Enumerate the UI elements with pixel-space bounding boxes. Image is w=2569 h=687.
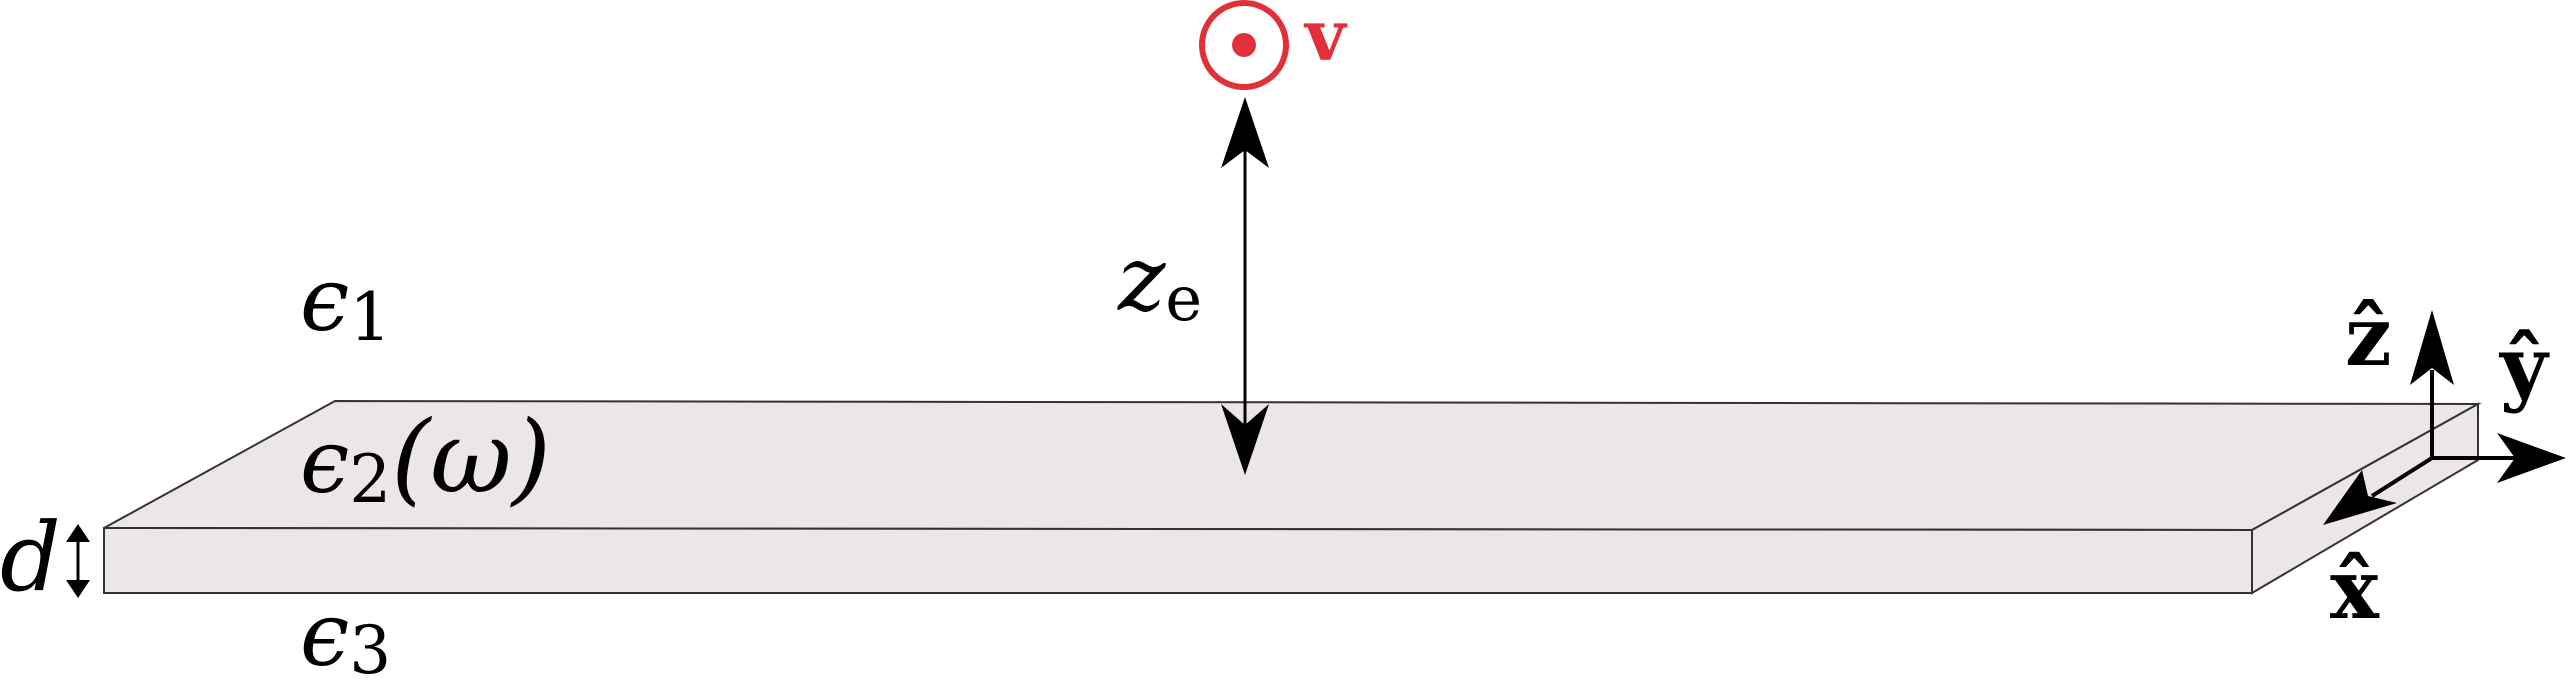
medium-eps2-label: ϵ2(ω) <box>300 399 551 518</box>
medium-eps1-label: ϵ1 <box>300 248 391 356</box>
thickness-arrow <box>66 524 90 598</box>
distance-label-main: z <box>1117 227 1166 332</box>
slab-front-face <box>103 526 2253 594</box>
medium-eps3-label: ϵ3 <box>300 583 391 687</box>
eps2-subscript: 2 <box>349 441 391 518</box>
eps1-subscript: 1 <box>349 279 391 356</box>
y-axis-arrowhead <box>2497 433 2566 483</box>
eps1-symbol: ϵ <box>300 248 349 351</box>
thickness-label: d <box>0 503 61 613</box>
distance-arrow <box>1221 97 1269 475</box>
eps3-subscript: 3 <box>349 612 391 687</box>
out-of-page-icon <box>1199 0 1289 90</box>
eps2-suffix: (ω) <box>391 399 551 516</box>
distance-label: ze <box>1117 227 1202 335</box>
velocity-label: v <box>1303 0 1348 77</box>
eps3-symbol: ϵ <box>300 583 349 686</box>
y-axis-label: ŷ <box>2498 319 2550 415</box>
coordinate-axes <box>2323 310 2566 525</box>
distance-arrow-head-up <box>1221 97 1269 168</box>
x-axis-label: x̂ <box>2330 542 2380 638</box>
distance-arrow-head-down <box>1221 404 1269 475</box>
x-axis-arrowhead <box>2323 470 2397 525</box>
z-axis-label: ẑ <box>2345 289 2392 385</box>
eps2-symbol: ϵ <box>300 410 349 513</box>
distance-label-sub: e <box>1165 262 1202 335</box>
z-axis-arrowhead <box>2410 310 2454 385</box>
